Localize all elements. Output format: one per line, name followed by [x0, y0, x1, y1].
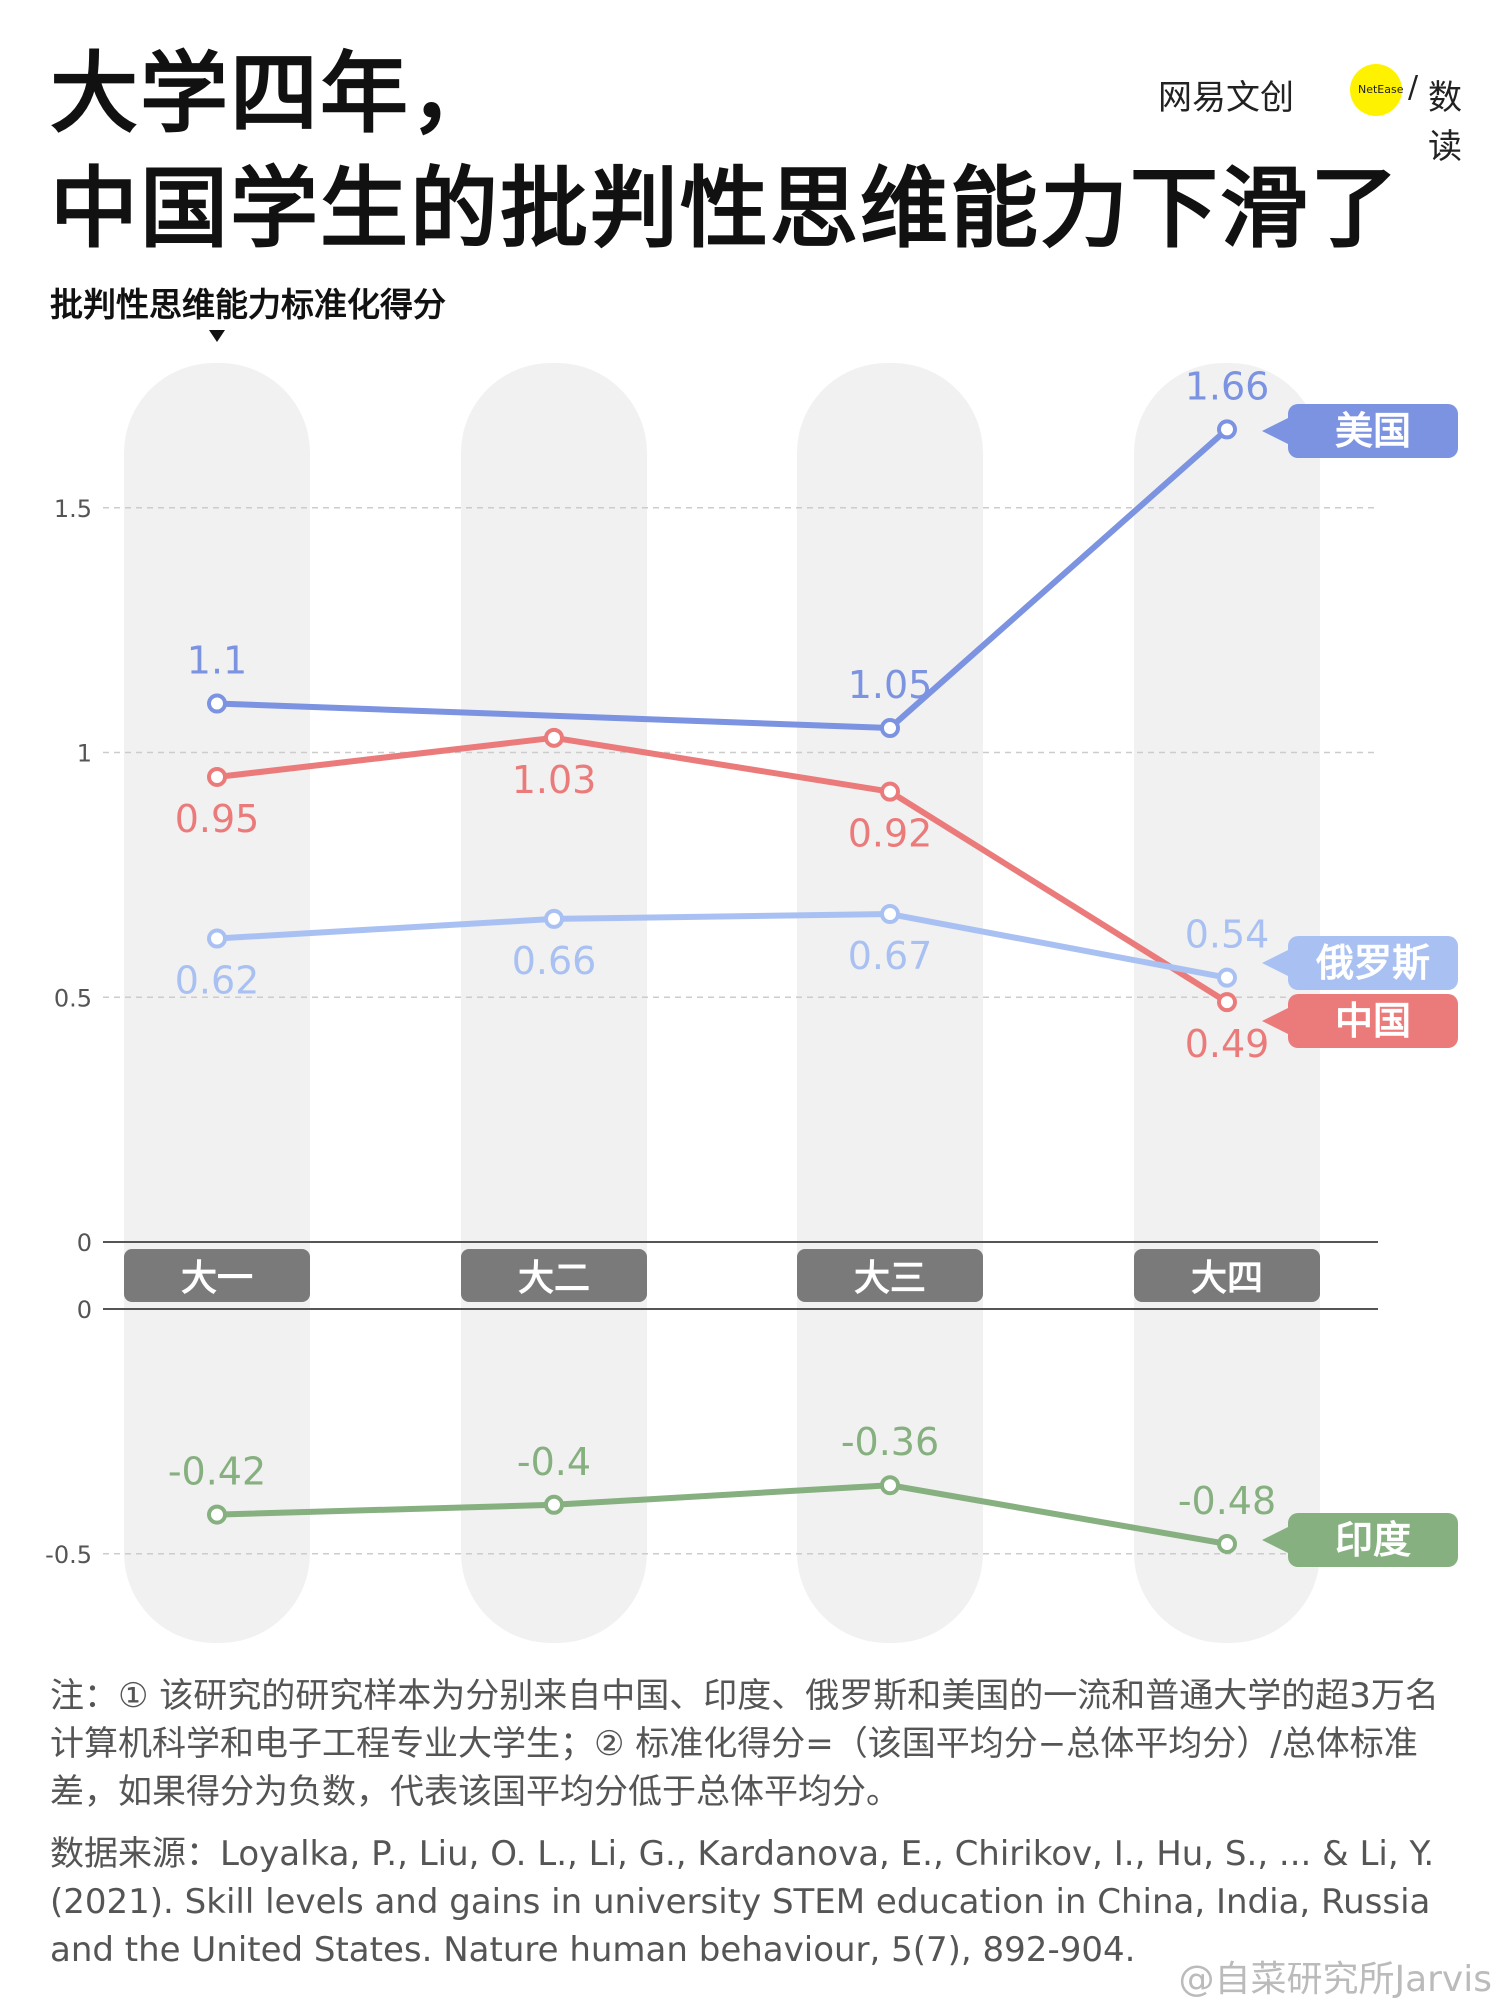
footnote: 注：① 该研究的研究样本为分别来自中国、印度、俄罗斯和美国的一流和普通大学的超3…: [50, 1676, 1439, 1812]
category-box: [1134, 1249, 1320, 1302]
title-line-1: 大学四年，: [50, 42, 501, 145]
data-point: [544, 727, 564, 748]
legend-tag-bg: [1288, 404, 1458, 458]
category-box: [124, 1249, 310, 1302]
category-label: 大一: [181, 1258, 253, 1299]
data-point: [1217, 967, 1237, 988]
legend-tag-bg: [1288, 994, 1458, 1048]
y-tick-label: 1: [77, 740, 92, 768]
logo-yellow-circle: [1350, 64, 1402, 116]
column-band-2: [461, 363, 647, 1643]
category-box: [461, 1249, 647, 1302]
data-point: [544, 908, 564, 929]
logo-separator: /: [1408, 70, 1419, 105]
logo-badge-text: NetEase: [1358, 83, 1404, 96]
logo-right-text: 数读: [1428, 78, 1462, 167]
data-point: [1217, 419, 1237, 440]
y-axis-label: 批判性思维能力标准化得分: [50, 285, 446, 324]
data-point: [207, 928, 227, 949]
data-label: -0.48: [1178, 1479, 1276, 1523]
data-point: [207, 693, 227, 714]
triangle-marker-icon: [209, 330, 225, 342]
legend-tag-bg: [1288, 1513, 1458, 1567]
data-label: 0.54: [1185, 913, 1270, 957]
data-point: [880, 781, 900, 802]
data-point: [880, 904, 900, 925]
data-label: 0.66: [512, 939, 597, 983]
data-point: [1217, 992, 1237, 1013]
series-line-俄罗斯: [216, 911, 1228, 981]
category-label: 大二: [518, 1258, 590, 1299]
netease-logo: 网易文创 NetEase / 数读: [1158, 64, 1462, 167]
data-point: [207, 1504, 227, 1525]
legend-pointer-icon: [1262, 1007, 1290, 1035]
legend-pointer-icon: [1262, 417, 1290, 445]
legend-pointer-icon: [1262, 949, 1290, 977]
data-label: 1.05: [848, 663, 933, 707]
data-label: -0.42: [168, 1450, 266, 1494]
data-point: [1217, 1533, 1237, 1554]
category-label: 大三: [854, 1258, 926, 1299]
data-label: -0.36: [841, 1420, 939, 1464]
data-point: [207, 766, 227, 787]
data-source: 数据来源：Loyalka, P., Liu, O. L., Li, G., Ka…: [50, 1834, 1435, 1970]
series-line-印度: [216, 1482, 1228, 1547]
series-line-美国: [216, 427, 1229, 732]
data-label: -0.4: [517, 1440, 591, 1484]
legend-tag-label: 中国: [1335, 999, 1411, 1043]
category-label: 大四: [1191, 1258, 1263, 1299]
data-label: 1.03: [512, 758, 597, 802]
y-tick-label: 1.5: [54, 495, 92, 523]
y-tick-label: 0: [77, 1229, 92, 1257]
data-label: 0.92: [848, 812, 933, 856]
data-label: 0.49: [1185, 1022, 1270, 1066]
legend-tag-bg: [1288, 936, 1458, 990]
y-tick-label: 0.5: [54, 984, 92, 1012]
legend-tag-label: 印度: [1335, 1518, 1411, 1562]
watermark: @自菜研究所Jarvis: [1178, 1959, 1492, 2000]
data-point: [880, 1475, 900, 1496]
legend-tag-label: 美国: [1335, 409, 1411, 453]
data-label: 0.62: [175, 959, 260, 1003]
data-label: 1.66: [1185, 364, 1270, 408]
y-tick-label: 0: [77, 1296, 92, 1324]
legend-tag-label: 俄罗斯: [1315, 941, 1430, 985]
logo-left-text: 网易文创: [1158, 78, 1294, 118]
data-point: [880, 718, 900, 739]
title-line-2: 中国学生的批判性思维能力下滑了: [50, 157, 1401, 260]
data-label: 1.1: [187, 639, 247, 683]
y-tick-label: -0.5: [45, 1541, 92, 1569]
legend-pointer-icon: [1262, 1526, 1290, 1554]
series-line-中国: [216, 734, 1229, 1005]
data-label: 0.95: [175, 797, 260, 841]
category-box: [797, 1249, 983, 1302]
column-band-1: [124, 363, 310, 1643]
data-label: 0.67: [848, 934, 933, 978]
data-point: [544, 1494, 564, 1515]
